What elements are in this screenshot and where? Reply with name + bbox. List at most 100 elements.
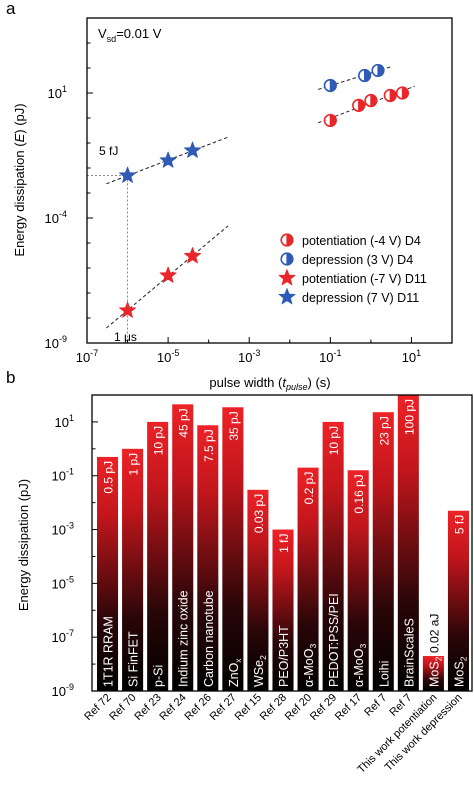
bar [247, 489, 269, 691]
value-label: 7.5 pJ [202, 429, 216, 462]
y-tick-label: 10-7 [52, 628, 74, 645]
plot-frame [91, 394, 473, 692]
panel-a-label: a [6, 0, 16, 18]
value-label: 1 fJ [277, 534, 291, 553]
legend-star-icon [278, 269, 296, 286]
star-point [119, 166, 137, 183]
category-label: Ref 28 [258, 692, 289, 723]
star-point [119, 301, 137, 318]
axis-ticks: 10-7 10-5 10-3 10-1 101 10-9 10-4 101 [45, 17, 453, 365]
category-label: Ref 70 [107, 692, 138, 723]
device-name-label: p-Si [152, 665, 166, 687]
bar [222, 407, 244, 691]
bar [97, 456, 119, 691]
half-circle-point [364, 93, 378, 108]
legend-label: depression (7 V) D11 [302, 291, 419, 305]
bar [422, 655, 444, 691]
star-point [159, 151, 177, 168]
axis-ticks: 10-9 10-7 10-5 10-3 10-1 101 [52, 394, 98, 699]
annotation-5fj: 5 fJ [99, 144, 118, 158]
half-circle-point [395, 86, 410, 100]
device-name-label: 1T1R RRAM [102, 616, 116, 687]
category-label: Ref 20 [283, 692, 314, 723]
bar [322, 421, 344, 691]
bar [122, 448, 144, 691]
panel-b-energy-comparison: b 1T1R RRAM 0.5 pJ Si FinFET 1 pJ p-Si 10 pJ I… [6, 368, 473, 776]
legend-half-circle-icon [280, 233, 294, 247]
bar [172, 404, 194, 691]
bar [372, 412, 394, 691]
legend-label: potentiation (-4 V) D4 [302, 234, 421, 248]
bar [447, 510, 469, 691]
value-label: 45 pJ [177, 408, 191, 437]
value-label: 23 pJ [377, 416, 391, 445]
panel-b-label: b [6, 368, 15, 387]
guide-lines [87, 175, 129, 343]
panel-a-energy-vs-pulse-width: a 10-7 10-5 10-3 10-1 101 10-9 10-4 101 Vsd=0.0… [6, 0, 453, 392]
category-label: Ref 27 [208, 692, 239, 723]
value-label: 35 pJ [227, 411, 241, 440]
half-circle-point [358, 68, 372, 83]
y-tick-label: 10-5 [52, 574, 74, 591]
half-circle-point [383, 88, 397, 103]
x-tick-label: 101 [402, 348, 421, 365]
category-label: Ref 26 [183, 692, 214, 723]
device-name-label: MoS2 [427, 656, 443, 687]
y-tick-label: 10-3 [52, 521, 74, 538]
bar [347, 470, 369, 691]
device-name-label: α-MoO3 [352, 644, 368, 687]
value-label: 5 fJ [452, 515, 466, 534]
device-name-label: BrainScaleS [402, 618, 416, 687]
device-name-label: Indium zinc oxide [177, 590, 191, 687]
panel-b-y-axis-label: Energy dissipation (pJ) [16, 479, 31, 611]
bar [197, 425, 219, 691]
legend-label: depression (3 V) D4 [302, 253, 413, 267]
category-label: Ref 29 [308, 692, 339, 723]
y-tick-label: 10-9 [45, 334, 67, 351]
x-tick-label: 10-3 [238, 348, 260, 365]
device-name-label: Carbon nanotube [202, 590, 216, 687]
device-name-label: α-MoO3 [302, 644, 318, 687]
value-label: 0.16 pJ [352, 474, 366, 513]
value-label: 0.2 pJ [302, 472, 316, 505]
annotation-1us: 1 μs [114, 330, 137, 344]
bars: 1T1R RRAM 0.5 pJ Si FinFET 1 pJ p-Si 10 pJ Ind… [97, 395, 469, 691]
value-label: 0.5 pJ [102, 461, 116, 494]
category-label: Ref 23 [132, 692, 163, 723]
device-name-label: Loihi [377, 661, 391, 687]
x-tick-label: 10-7 [76, 348, 98, 365]
category-label: Ref 7 [362, 692, 389, 719]
device-name-label: Si FinFET [127, 631, 141, 687]
x-tick-label: 10-5 [157, 348, 179, 365]
legend-star-icon [278, 288, 296, 305]
category-label: Ref 17 [333, 692, 364, 723]
bar [297, 467, 319, 691]
device-name-label: MoS2 [452, 656, 468, 687]
bar [397, 395, 419, 691]
y-tick-label: 10-9 [52, 682, 74, 699]
value-label: 10 pJ [327, 426, 341, 455]
x-tick-label: 10-1 [319, 348, 341, 365]
y-tick-label: 10-4 [45, 209, 67, 226]
legend-half-circle-icon [280, 252, 294, 266]
legend: potentiation (-4 V) D4 depression (3 V) D… [278, 233, 427, 305]
half-circle-point [371, 63, 385, 78]
half-circle-point [323, 113, 337, 128]
half-circle-point [352, 98, 366, 112]
device-name-label: WSe2 [252, 655, 268, 687]
value-label: 100 pJ [402, 399, 416, 435]
category-label: Ref 24 [157, 692, 188, 723]
bar [272, 529, 294, 691]
panel-a-y-axis-label: Energy dissipation (E) (pJ) [12, 103, 27, 256]
plot-frame [86, 17, 453, 344]
bar [147, 421, 169, 691]
half-circle-point [323, 78, 337, 93]
panel-a-x-axis-label: pulse width (tpulse) (s) [209, 375, 330, 392]
star-point [184, 141, 202, 158]
y-tick-label: 101 [55, 413, 74, 430]
y-tick-label: 101 [48, 84, 67, 101]
device-name-label: PEO/P3HT [277, 625, 291, 687]
value-label: 10 pJ [152, 426, 166, 455]
device-name-label: PEDOT:PSS/PEI [327, 593, 341, 687]
